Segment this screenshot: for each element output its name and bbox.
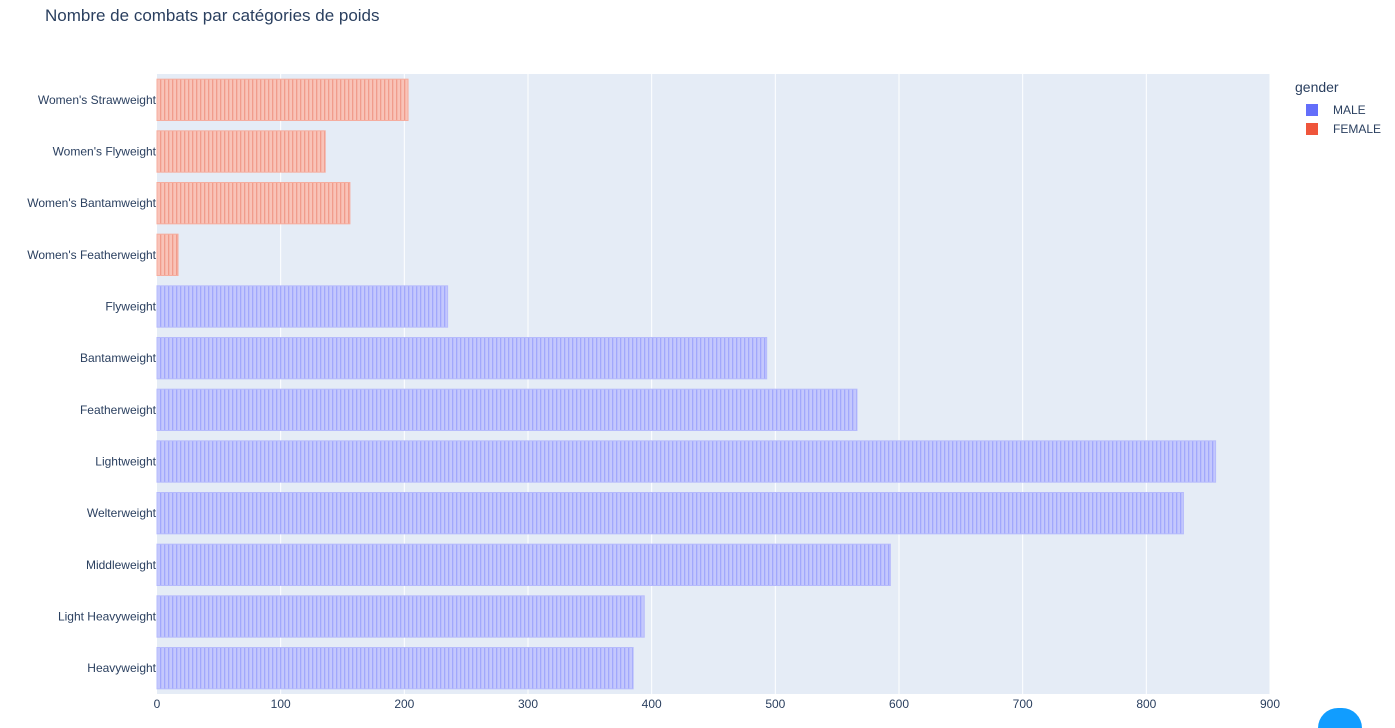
x-tick-label: 900 xyxy=(1260,697,1280,711)
legend-swatch-female xyxy=(1306,122,1318,135)
bar-male[interactable] xyxy=(156,492,1184,535)
y-tick-label: Women's Flyweight xyxy=(53,145,157,159)
legend-title: gender xyxy=(1295,79,1339,95)
legend-label-female: FEMALE xyxy=(1333,121,1382,136)
x-tick-label: 100 xyxy=(271,697,291,711)
y-tick-label: Flyweight xyxy=(105,300,156,314)
x-tick-label: 0 xyxy=(154,697,161,711)
y-tick-label: Middleweight xyxy=(86,558,157,572)
bar-male[interactable] xyxy=(156,595,645,638)
y-tick-label: Welterweight xyxy=(87,506,157,520)
x-tick-label: 600 xyxy=(889,697,909,711)
legend: gender MALE FEMALE xyxy=(1295,79,1381,138)
gridlines xyxy=(280,74,1271,694)
y-tick-label: Lightweight xyxy=(95,455,156,469)
bar-female[interactable] xyxy=(156,182,351,225)
x-tick-label: 200 xyxy=(394,697,414,711)
x-tick-label: 300 xyxy=(518,697,538,711)
x-axis-labels: 0 100 200 300 400 500 600 700 800 900 xyxy=(154,697,1281,711)
bar-male[interactable] xyxy=(156,647,634,690)
legend-item-male[interactable]: MALE xyxy=(1295,100,1381,119)
bar-male[interactable] xyxy=(156,337,768,380)
bar-male[interactable] xyxy=(156,285,449,328)
y-tick-label: Women's Strawweight xyxy=(38,93,157,107)
x-tick-label: 800 xyxy=(1136,697,1156,711)
plot-background xyxy=(157,74,1270,694)
y-tick-label: Bantamweight xyxy=(80,351,157,365)
x-tick-label: 700 xyxy=(1013,697,1033,711)
bar-male[interactable] xyxy=(156,388,858,431)
bar-male[interactable] xyxy=(156,440,1217,483)
y-tick-label: Heavyweight xyxy=(87,661,156,675)
y-axis-labels: Women's Strawweight Women's Flyweight Wome… xyxy=(27,93,156,675)
bar-female[interactable] xyxy=(156,130,326,173)
legend-item-female[interactable]: FEMALE xyxy=(1295,119,1381,138)
y-tick-label: Women's Bantamweight xyxy=(27,196,156,210)
y-tick-label: Featherweight xyxy=(80,403,157,417)
y-tick-label: Light Heavyweight xyxy=(58,610,157,624)
chart-title: Nombre de combats par catégories de poid… xyxy=(45,6,380,25)
bar-female[interactable] xyxy=(156,78,409,121)
x-tick-label: 400 xyxy=(642,697,662,711)
y-tick-label: Women's Featherweight xyxy=(27,248,156,262)
bar-female[interactable] xyxy=(156,233,179,277)
x-tick-label: 500 xyxy=(765,697,785,711)
bars xyxy=(156,78,1217,690)
legend-swatch-male xyxy=(1306,103,1318,116)
legend-label-male: MALE xyxy=(1333,102,1366,117)
bar-male[interactable] xyxy=(156,543,891,587)
